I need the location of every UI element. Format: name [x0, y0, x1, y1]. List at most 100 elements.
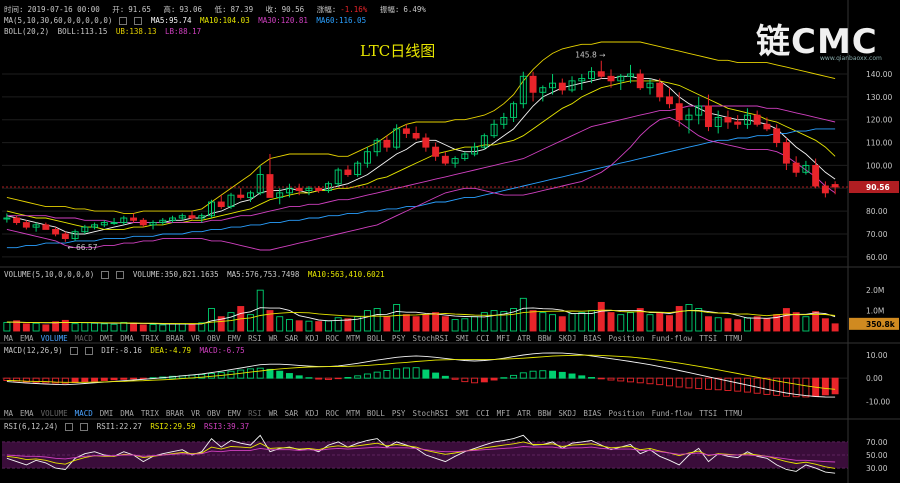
tab-rsi[interactable]: RSI	[248, 334, 262, 343]
candle	[237, 188, 245, 200]
tab-skdj[interactable]: SKDJ	[558, 334, 577, 343]
current-volume-label: 350.8k	[866, 320, 896, 329]
candle-body	[373, 139, 381, 153]
tab-obv[interactable]: OBV	[206, 409, 221, 418]
tab-brar[interactable]: BRAR	[165, 334, 184, 343]
macd-histogram-bar	[422, 369, 430, 379]
volume-bar	[276, 316, 284, 332]
volume-ma5-value: MA5:576,753.7498	[227, 270, 300, 279]
tab-atr[interactable]: ATR	[517, 409, 531, 418]
tab-mfi[interactable]: MFI	[496, 334, 511, 343]
candle-body	[607, 75, 615, 82]
ma-close-icon[interactable]	[134, 17, 143, 25]
tab-kdj[interactable]: KDJ	[305, 409, 319, 418]
tab-mtm[interactable]: MTM	[346, 334, 360, 343]
tab-smi[interactable]: SMI	[455, 334, 470, 343]
tab-atr[interactable]: ATR	[517, 334, 531, 343]
tab-cci[interactable]: CCI	[476, 334, 490, 343]
tab-ma[interactable]: MA	[4, 409, 14, 418]
tab-smi[interactable]: SMI	[455, 409, 470, 418]
tab-macd[interactable]: MACD	[74, 334, 93, 343]
volume-close-icon[interactable]	[116, 271, 125, 279]
macd-histogram-bar	[802, 377, 810, 398]
tab-volume[interactable]: VOLUME	[40, 409, 68, 418]
macd-tick-label: 10.00	[866, 351, 888, 360]
candle-body	[208, 201, 215, 217]
ma-settings-toggle[interactable]	[119, 17, 128, 25]
open-label: 开:	[112, 5, 125, 14]
volume-bar	[451, 319, 459, 332]
tab-volume[interactable]: VOLUME	[40, 334, 68, 343]
candle	[188, 211, 196, 221]
tab-dmi[interactable]: DMI	[99, 334, 114, 343]
tab-mtm[interactable]: MTM	[346, 409, 360, 418]
tab-position[interactable]: Position	[608, 334, 645, 343]
tab-ttmu[interactable]: TTMU	[724, 334, 743, 343]
rsi-settings-toggle[interactable]	[65, 423, 74, 431]
low-label: 低:	[214, 5, 227, 14]
candle-body	[471, 146, 479, 155]
candle-body	[666, 96, 673, 105]
tab-ttsi[interactable]: TTSI	[699, 334, 718, 343]
candle-body	[646, 82, 654, 89]
tab-ema[interactable]: EMA	[20, 334, 34, 343]
candle-body	[451, 158, 459, 164]
tab-emv[interactable]: EMV	[227, 409, 242, 418]
candle-body	[402, 128, 410, 134]
tab-boll[interactable]: BOLL	[366, 334, 385, 343]
tab-dma[interactable]: DMA	[120, 409, 134, 418]
tab-sar[interactable]: SAR	[284, 334, 299, 343]
tab-wr[interactable]: WR	[268, 409, 278, 418]
rsi-close-icon[interactable]	[80, 423, 89, 431]
tab-position[interactable]: Position	[608, 409, 645, 418]
candle-body	[617, 75, 625, 82]
tab-ttmu[interactable]: TTMU	[724, 409, 743, 418]
macd-histogram-bar	[675, 377, 683, 388]
tab-cci[interactable]: CCI	[476, 409, 490, 418]
tab-ema[interactable]: EMA	[20, 409, 34, 418]
tab-fund-flow[interactable]: Fund-flow	[651, 334, 693, 343]
tab-trix[interactable]: TRIX	[140, 409, 159, 418]
tab-bias[interactable]: BIAS	[583, 334, 602, 343]
tab-brar[interactable]: BRAR	[165, 409, 184, 418]
tab-roc[interactable]: ROC	[325, 409, 340, 418]
macd-histogram-bar	[607, 377, 615, 381]
tab-sar[interactable]: SAR	[284, 409, 299, 418]
tab-dma[interactable]: DMA	[120, 334, 134, 343]
tab-trix[interactable]: TRIX	[140, 334, 159, 343]
tab-obv[interactable]: OBV	[206, 334, 221, 343]
tab-skdj[interactable]: SKDJ	[558, 409, 577, 418]
candle	[344, 165, 352, 177]
volume-settings-toggle[interactable]	[101, 271, 110, 279]
indicator-tabs-bottom: MA EMA VOLUME MACD DMI DMA TRIX BRAR VR OBV EMV RSI…	[4, 409, 749, 418]
tab-psy[interactable]: PSY	[391, 409, 406, 418]
macd-close-icon[interactable]	[84, 347, 93, 355]
tab-vr[interactable]: VR	[190, 409, 200, 418]
volume-bar	[666, 315, 673, 332]
tab-ma[interactable]: MA	[4, 334, 14, 343]
tab-stochrsi[interactable]: StochRSI	[412, 409, 449, 418]
volume-tick-label: 1.0M	[866, 307, 884, 316]
tab-fund-flow[interactable]: Fund-flow	[651, 409, 693, 418]
tab-bias[interactable]: BIAS	[583, 409, 602, 418]
macd-settings-toggle[interactable]	[69, 347, 78, 355]
tab-boll[interactable]: BOLL	[366, 409, 385, 418]
tab-psy[interactable]: PSY	[391, 334, 406, 343]
tab-emv[interactable]: EMV	[227, 334, 242, 343]
tab-bbw[interactable]: BBW	[537, 409, 552, 418]
tab-roc[interactable]: ROC	[325, 334, 340, 343]
tab-vr[interactable]: VR	[190, 334, 200, 343]
tab-dmi[interactable]: DMI	[99, 409, 114, 418]
tab-stochrsi[interactable]: StochRSI	[412, 334, 449, 343]
tab-macd[interactable]: MACD	[74, 409, 93, 418]
tab-wr[interactable]: WR	[268, 334, 278, 343]
tab-mfi[interactable]: MFI	[496, 409, 511, 418]
volume-bar	[422, 314, 430, 332]
tab-rsi[interactable]: RSI	[248, 409, 262, 418]
macd-histogram-bar	[831, 377, 839, 395]
tab-kdj[interactable]: KDJ	[305, 334, 319, 343]
tab-ttsi[interactable]: TTSI	[699, 409, 718, 418]
macd-histogram-bar	[22, 377, 30, 383]
tab-bbw[interactable]: BBW	[537, 334, 552, 343]
